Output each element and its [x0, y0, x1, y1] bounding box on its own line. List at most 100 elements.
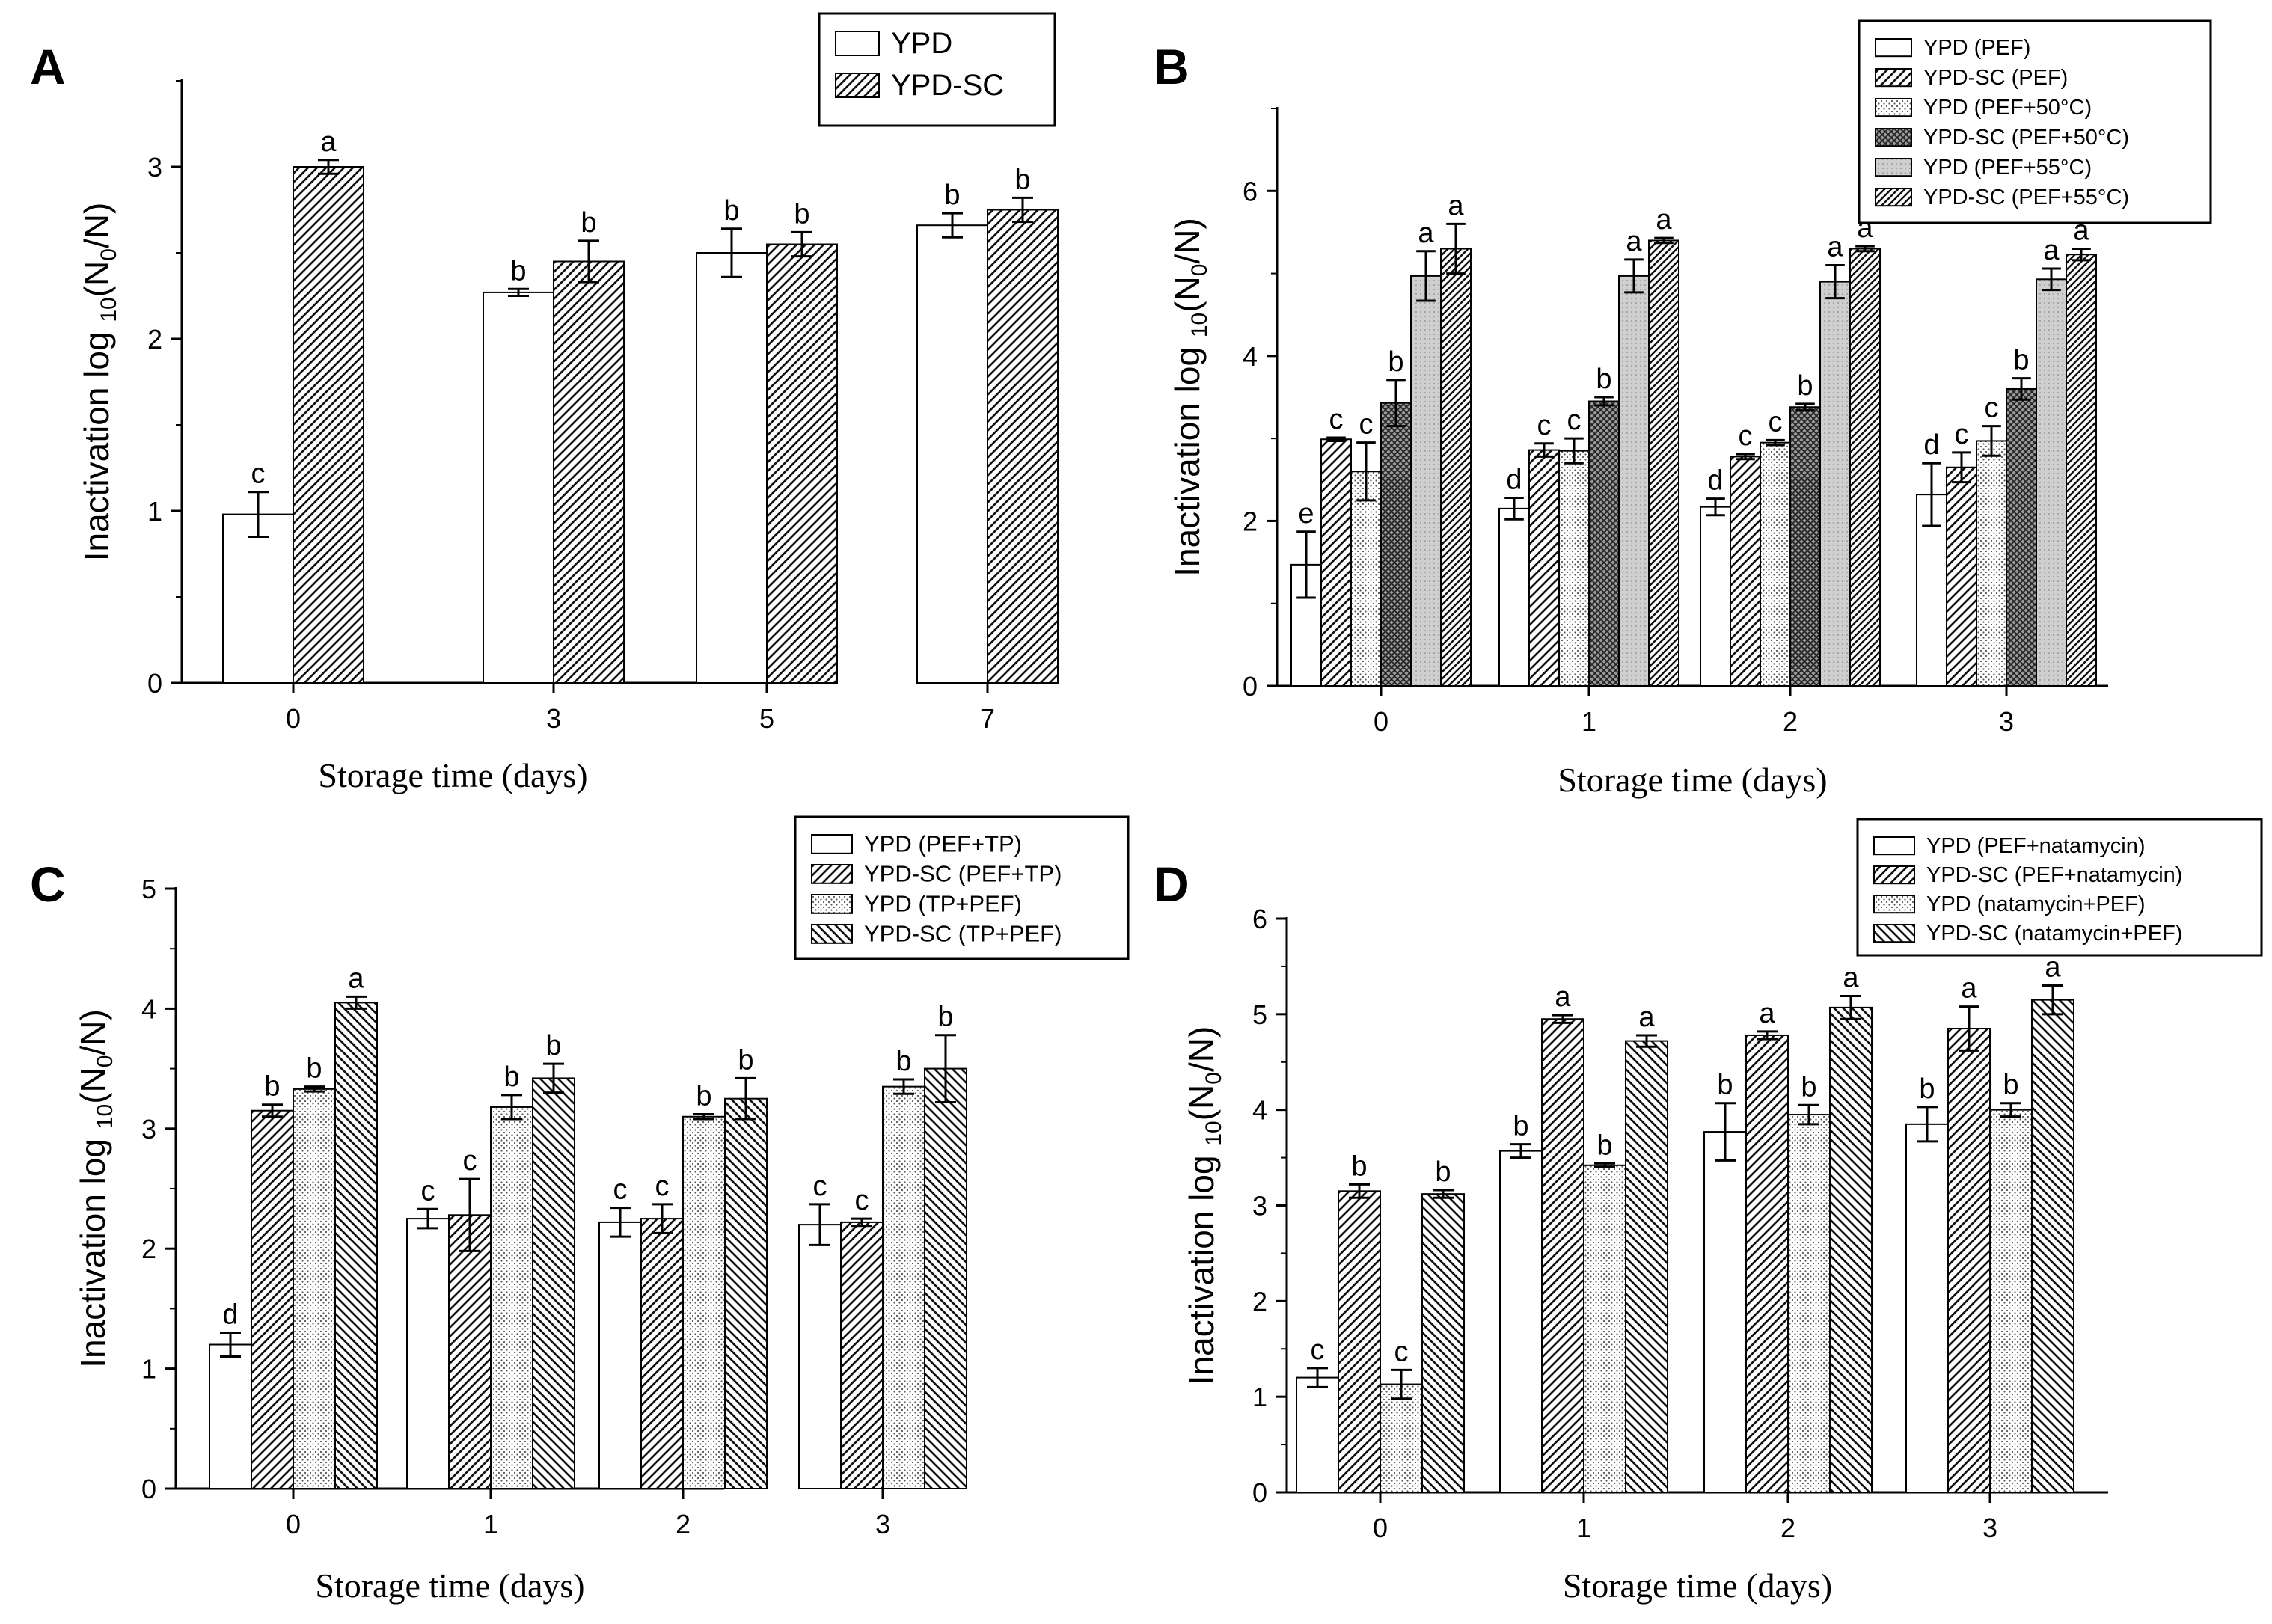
x-tick-label: 3 — [875, 1509, 890, 1539]
significance-letter: c — [1739, 420, 1753, 452]
significance-letter: c — [463, 1145, 477, 1177]
bar — [448, 1214, 492, 1489]
x-tick-label: 0 — [286, 703, 301, 734]
legend-entry: YPD (TP+PEF) — [864, 890, 1022, 916]
bar — [1380, 402, 1412, 687]
significance-letter: a — [1448, 190, 1464, 221]
significance-letter: b — [1388, 346, 1403, 378]
legend-entry: YPD (PEF+natamycin) — [1926, 834, 2146, 858]
y-tick-label: 3 — [147, 152, 162, 183]
y-axis-label-subscript: 10 — [1187, 313, 1212, 337]
legend-entry: YPD-SC (natamycin+PEF) — [1926, 922, 2182, 946]
significance-letter: c — [813, 1171, 827, 1202]
bar — [209, 1343, 252, 1490]
bar — [222, 513, 294, 684]
bar — [1700, 506, 1731, 687]
x-axis-label: Storage time (days) — [318, 756, 587, 794]
y-tick-label: 5 — [1252, 999, 1267, 1030]
significance-letter: b — [581, 207, 596, 239]
significance-letter: a — [1656, 204, 1672, 236]
legend: YPD (PEF+natamycin) YPD-SC (PEF+natamycin… — [1856, 818, 2263, 957]
significance-letter: b — [264, 1071, 280, 1103]
legend-entry: YPD-SC (PEF+natamycin) — [1926, 863, 2182, 887]
y-axis-label-part: (N — [1168, 276, 1207, 313]
bar — [1745, 1034, 1789, 1493]
bar — [2036, 278, 2067, 687]
y-tick-label: 0 — [147, 668, 162, 699]
significance-letter: c — [655, 1171, 670, 1202]
legend-entry: YPD (PEF) — [1923, 36, 2030, 60]
chart-panel-d: D 0 1 2 3 4 5 6 0 1 2 3 c b b b b a a a c b b b b a a a Inactivation… — [1154, 818, 2263, 1605]
bar — [251, 1109, 294, 1489]
legend-entry: YPD (natamycin+PEF) — [1926, 892, 2146, 916]
bar — [334, 1002, 378, 1489]
panel-letter: A — [30, 39, 66, 94]
significance-letter: b — [510, 255, 526, 287]
x-tick-label: 7 — [980, 703, 995, 734]
legend-entry: YPD-SC (PEF+50°C) — [1923, 126, 2129, 150]
legend-entry: YPD-SC (TP+PEF) — [864, 920, 1062, 946]
y-tick-label: 6 — [1252, 904, 1267, 934]
legend-box — [1856, 818, 2263, 957]
significance-letter: a — [1961, 973, 1977, 1005]
significance-letter: c — [855, 1185, 869, 1216]
bar — [1849, 248, 1881, 687]
x-tick-label: 2 — [1783, 706, 1798, 737]
y-tick-label: 4 — [1252, 1095, 1267, 1126]
bar — [2031, 999, 2074, 1493]
bar — [1905, 1123, 1949, 1493]
bar — [916, 224, 988, 684]
significance-letter: a — [1759, 998, 1775, 1029]
bar — [1296, 1376, 1339, 1493]
bar — [1946, 466, 1977, 687]
significance-letter: c — [613, 1174, 628, 1206]
legend-entry: YPD (PEF+TP) — [864, 830, 1022, 857]
bar — [1558, 450, 1590, 687]
bar — [1789, 406, 1821, 687]
significance-letter: b — [723, 195, 739, 227]
legend-swatch — [1875, 38, 1912, 58]
significance-letter: e — [1298, 498, 1314, 530]
bar — [1819, 281, 1851, 687]
y-axis-label: Inactivation log 10(N0/N) — [1168, 218, 1212, 577]
y-axis-label: Inactivation log 10(N0/N) — [77, 203, 121, 562]
legend-swatch — [1875, 158, 1912, 177]
y-tick-label: 2 — [1243, 506, 1258, 536]
x-tick-label: 0 — [1373, 1513, 1388, 1543]
bar — [640, 1218, 684, 1489]
bar — [987, 209, 1059, 684]
y-tick-label: 0 — [1243, 671, 1258, 702]
y-axis-label-subscript: 0 — [1187, 264, 1212, 277]
y-tick-label: 1 — [1252, 1382, 1267, 1412]
significance-letter: a — [1418, 218, 1434, 249]
significance-letter: c — [251, 459, 266, 490]
legend-swatch — [811, 864, 853, 884]
bar — [2006, 387, 2037, 687]
panel-letter: D — [1154, 857, 1189, 912]
y-tick-label: 4 — [1243, 341, 1258, 372]
y-tick-label: 1 — [147, 496, 162, 527]
significance-letter: b — [944, 180, 960, 211]
legend: YPD YPD-SC — [818, 12, 1056, 127]
bar — [1440, 248, 1472, 687]
bar — [293, 166, 364, 684]
y-tick-label: 2 — [1252, 1286, 1267, 1317]
legend-swatch — [811, 924, 853, 944]
bar — [1618, 275, 1650, 687]
bar — [1421, 1193, 1465, 1494]
significance-letter: b — [306, 1053, 322, 1085]
significance-letter: c — [1769, 406, 1783, 438]
significance-letter: c — [421, 1175, 435, 1207]
x-tick-label: 0 — [1374, 706, 1388, 737]
significance-letter: b — [545, 1030, 561, 1061]
bar — [2066, 254, 2097, 687]
legend-entry: YPD-SC (PEF+TP) — [864, 860, 1062, 886]
significance-letter: b — [2013, 345, 2029, 376]
bar — [924, 1067, 967, 1489]
bar — [490, 1106, 533, 1489]
y-axis-label-part: /N) — [1182, 1026, 1221, 1072]
bar — [293, 1088, 336, 1490]
